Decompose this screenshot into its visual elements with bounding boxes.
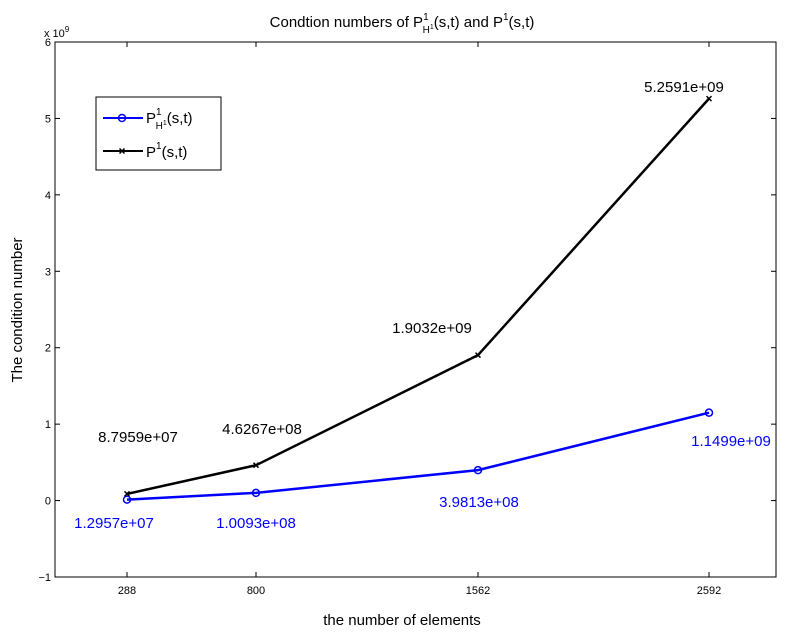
x-tick-label: 1562: [466, 585, 490, 597]
data-point-circle: [122, 495, 132, 504]
y-tick-label: 2: [45, 343, 51, 355]
data-label: 4.6267e+08: [222, 421, 302, 438]
legend: P1 H1(s,t) P1(s,t): [95, 96, 222, 171]
x-tick-label: 288: [118, 585, 136, 597]
y-axis: −1 0 1 2 3 4 5 6: [38, 37, 776, 584]
legend-item-series-2: P1(s,t): [103, 141, 187, 161]
data-point-x: [252, 462, 260, 469]
legend-marker-x: [118, 147, 126, 155]
data-point-x: [474, 352, 482, 359]
data-point-x: [705, 95, 713, 102]
x-tick-label: 2592: [697, 585, 721, 597]
plot-area: [54, 41, 777, 578]
data-label: 1.0093e+08: [216, 515, 296, 532]
data-label: 8.7959e+07: [98, 429, 178, 446]
chart-title: Condtion numbers of P1 H1(s,t) and P1(s,t…: [270, 12, 535, 36]
data-label: 1.9032e+09: [392, 320, 472, 337]
data-label: 3.9813e+08: [439, 494, 519, 511]
legend-marker-circle: [117, 113, 127, 123]
legend-item-series-1: P1 H1(s,t): [103, 107, 193, 132]
data-label: 1.2957e+07: [74, 515, 154, 532]
data-label-layer: 1.2957e+07 1.0093e+08 3.9813e+08 1.1499e+09…: [74, 79, 771, 532]
legend-box: [95, 96, 222, 171]
y-tick-label: 5: [45, 113, 51, 125]
series-line-1: [126, 411, 710, 501]
series-layer: [122, 95, 714, 504]
data-point-circle: [473, 465, 483, 475]
y-tick-label: 1: [45, 419, 51, 431]
y-tick-label: 4: [45, 190, 51, 202]
legend-label-series-2: P1(s,t): [146, 141, 187, 161]
data-point-x: [123, 490, 131, 497]
series-line-2: [126, 97, 710, 496]
data-label: 1.1499e+09: [691, 433, 771, 450]
x-axis: 288 800 1562 2592: [118, 42, 721, 597]
y-axis-label: The condition number: [9, 237, 26, 382]
y-tick-label: 6: [45, 37, 51, 49]
y-tick-label: 3: [45, 266, 51, 278]
legend-label-series-1: P1 H1(s,t): [146, 107, 193, 132]
y-multiplier: x 109: [44, 25, 70, 40]
x-tick-label: 800: [247, 585, 265, 597]
y-tick-label: 0: [45, 496, 51, 508]
data-point-circle: [704, 408, 714, 417]
y-tick-label: −1: [38, 572, 51, 584]
data-point-circle: [251, 488, 261, 498]
x-axis-label: the number of elements: [323, 612, 481, 629]
data-label: 5.2591e+09: [644, 79, 724, 96]
